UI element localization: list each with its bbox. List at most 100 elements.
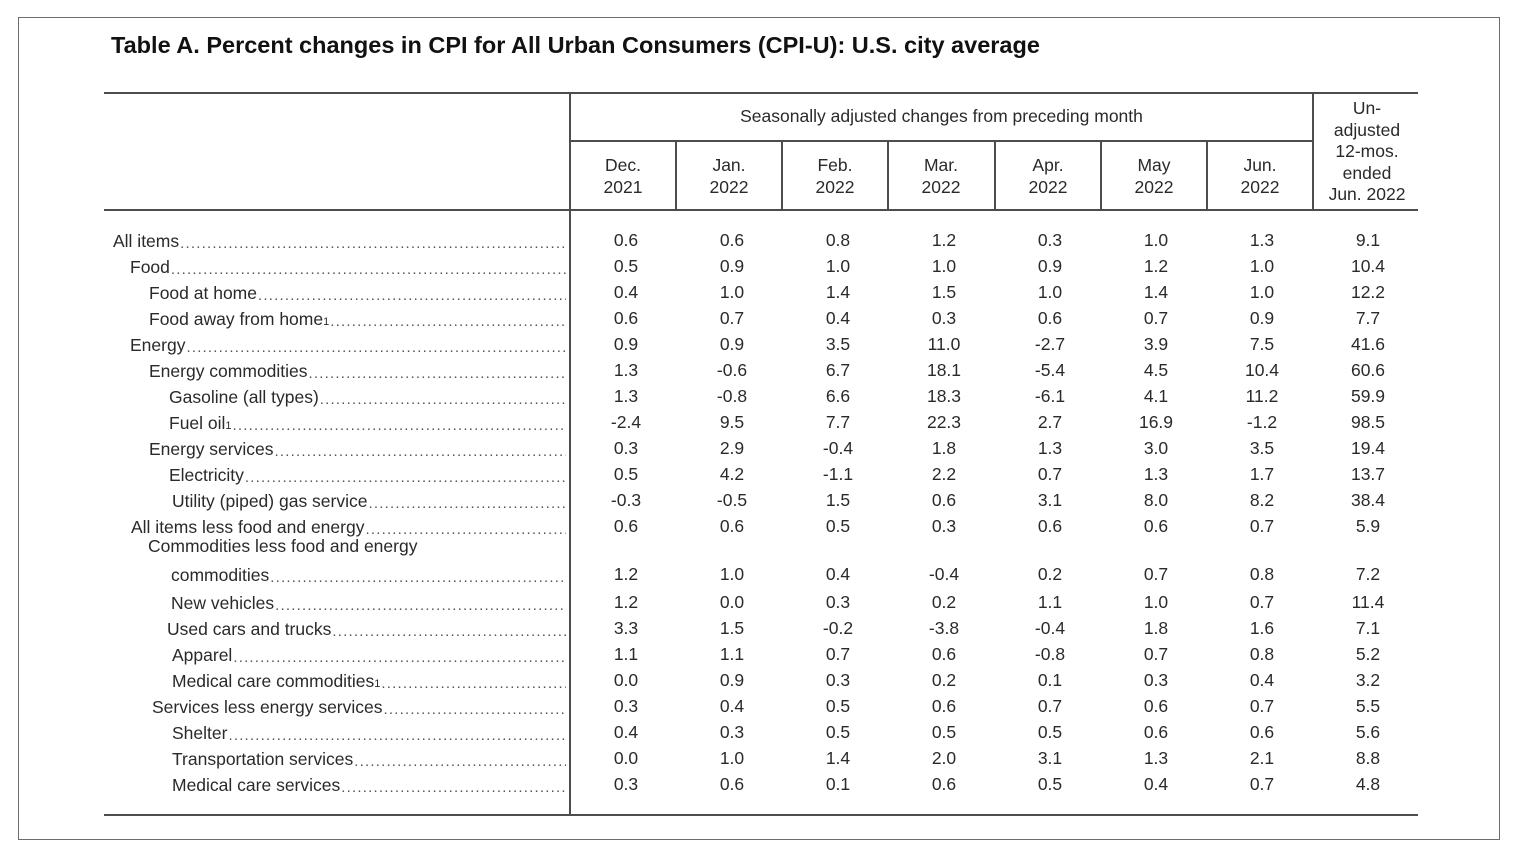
table-cell: 1.4 [1143, 282, 1169, 302]
table-cell: 0.7 [1249, 696, 1275, 716]
leader-dots: ........................................… [354, 753, 566, 770]
table-cell: 0.6 [1037, 308, 1063, 328]
table-cell: -5.4 [1034, 360, 1066, 380]
row-label: Utility (piped) gas service.............… [172, 488, 566, 512]
table-cell: 0.7 [719, 308, 745, 328]
table-cell: 1.0 [1249, 282, 1275, 302]
leader-dots: ........................................… [383, 701, 567, 718]
column-header: Jun. 2022 [1208, 154, 1312, 198]
row-label: Shelter.................................… [172, 720, 566, 744]
leader-dots: ........................................… [332, 623, 566, 640]
row-label-text: Services less energy services [152, 697, 383, 717]
table-cell: 0.6 [1037, 516, 1063, 536]
table-cell: 0.3 [613, 774, 639, 794]
column-header: Jan. 2022 [677, 154, 781, 198]
table-cell: 1.3 [1037, 438, 1063, 458]
leader-dots: ........................................… [270, 569, 566, 586]
table-cell: 0.7 [1143, 644, 1169, 664]
column-header-month: Mar. [923, 155, 959, 175]
row-label: Gasoline (all types)....................… [169, 384, 566, 408]
table-cell: 0.6 [1249, 722, 1275, 742]
table-cell: 1.5 [931, 282, 957, 302]
table-cell: 1.2 [613, 564, 639, 584]
table-cell: -1.2 [1246, 412, 1278, 432]
table-cell: 1.6 [1249, 618, 1275, 638]
unadjusted-header: Un- adjusted 12-mos. ended Jun. 2022 [1314, 98, 1420, 206]
leader-dots: ........................................… [244, 469, 566, 486]
table-cell: 0.2 [931, 592, 957, 612]
table-cell: 0.0 [613, 670, 639, 690]
table-cell: 41.6 [1350, 334, 1386, 354]
table-cell: 1.5 [719, 618, 745, 638]
table-cell: 1.1 [719, 644, 745, 664]
table-cell: 1.0 [719, 564, 745, 584]
unadjusted-header-line: adjusted [1333, 119, 1401, 140]
header-bottom-rule [104, 209, 1418, 211]
table-cell: 0.6 [613, 516, 639, 536]
table-cell: 0.2 [931, 670, 957, 690]
column-header: Dec. 2021 [571, 154, 675, 198]
group-header: Seasonally adjusted changes from precedi… [740, 106, 1143, 126]
table-cell: 7.1 [1355, 618, 1381, 638]
table-cell: 0.7 [1249, 774, 1275, 794]
table-cell: 59.9 [1350, 386, 1386, 406]
row-label: Energy services.........................… [149, 436, 566, 460]
footnote-marker: 1 [374, 678, 381, 690]
table-cell: 1.8 [1143, 618, 1169, 638]
table-cell: 38.4 [1350, 490, 1386, 510]
table-cell: 0.6 [931, 644, 957, 664]
col-divider [1100, 140, 1102, 210]
table-cell: 0.5 [825, 696, 851, 716]
row-label-text: Medical care services [172, 775, 341, 795]
table-cell: 1.4 [825, 282, 851, 302]
table-frame [18, 17, 1500, 840]
table-cell: -0.8 [716, 386, 748, 406]
leader-dots: ........................................… [368, 495, 566, 512]
table-cell: 0.6 [1143, 722, 1169, 742]
column-header-year: 2022 [1240, 177, 1280, 197]
column-header: May 2022 [1102, 154, 1206, 198]
table-cell: 0.4 [825, 308, 851, 328]
leader-dots: ........................................… [365, 521, 566, 538]
row-label: Medical care commodities 1...............… [172, 668, 566, 692]
col-divider [994, 140, 996, 210]
table-cell: 6.7 [825, 360, 851, 380]
col-divider [1312, 92, 1314, 210]
table-cell: 0.3 [931, 516, 957, 536]
table-cell: 0.9 [719, 670, 745, 690]
leader-dots: ........................................… [228, 727, 566, 744]
table-cell: 0.3 [1037, 230, 1063, 250]
table-cell: 8.2 [1249, 490, 1275, 510]
table-cell: 0.0 [613, 748, 639, 768]
table-cell: 0.4 [719, 696, 745, 716]
table-cell: 1.3 [1143, 464, 1169, 484]
group-rule [570, 140, 1314, 142]
table-cell: 1.0 [1037, 282, 1063, 302]
table-cell: 0.9 [719, 334, 745, 354]
table-cell: 0.3 [825, 592, 851, 612]
row-label: Energy commodities......................… [149, 358, 566, 382]
table-cell: -0.4 [1034, 618, 1066, 638]
table-cell: 3.3 [613, 618, 639, 638]
unadjusted-header-line: Jun. 2022 [1328, 184, 1406, 205]
table-cell: 8.0 [1143, 490, 1169, 510]
row-label-text: Electricity [169, 465, 244, 485]
column-header-year: 2021 [603, 177, 643, 197]
table-cell: 0.5 [1037, 774, 1063, 794]
table-cell: 0.3 [1143, 670, 1169, 690]
column-header-year: 2022 [921, 177, 961, 197]
column-header-month: Jun. [1243, 155, 1277, 175]
row-label-text: Used cars and trucks [167, 619, 332, 639]
table-cell: 60.6 [1350, 360, 1386, 380]
table-cell: -3.8 [928, 618, 960, 638]
table-cell: 0.6 [931, 774, 957, 794]
row-label-text: Gasoline (all types) [169, 387, 319, 407]
table-cell: 0.5 [825, 722, 851, 742]
bottom-rule [104, 814, 1418, 816]
unadjusted-header-line: 12-mos. [1335, 141, 1399, 162]
table-cell: 0.7 [1249, 516, 1275, 536]
table-cell: 0.4 [613, 722, 639, 742]
table-cell: 10.4 [1244, 360, 1280, 380]
table-cell: 4.1 [1143, 386, 1169, 406]
table-cell: 18.1 [926, 360, 962, 380]
